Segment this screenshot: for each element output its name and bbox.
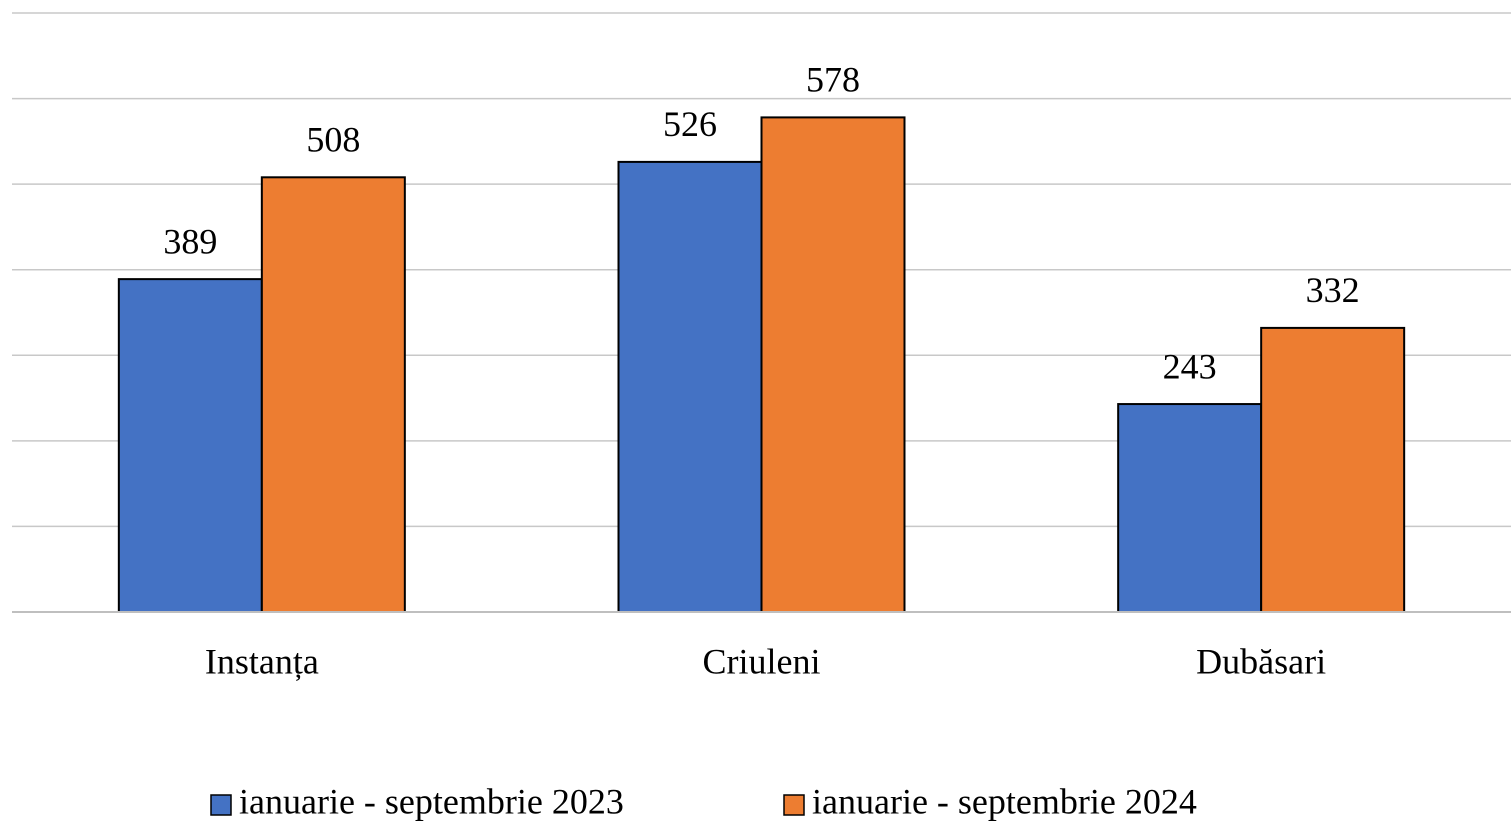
- bar: [117, 278, 263, 613]
- bar: [1117, 403, 1263, 613]
- legend-swatch: [783, 794, 805, 816]
- bar: [1260, 326, 1406, 613]
- legend-swatch: [210, 794, 232, 816]
- x-tick-label: Criuleni: [703, 641, 821, 681]
- bar: [617, 160, 763, 613]
- data-label: 526: [663, 104, 717, 144]
- legend-label: ianuarie - septembrie 2024: [812, 781, 1197, 821]
- data-label: 332: [1306, 270, 1360, 310]
- x-tick-label: Dubăsari: [1196, 641, 1326, 681]
- data-label: 243: [1163, 346, 1217, 386]
- data-label: 578: [806, 60, 860, 100]
- x-tick-label: Instanța: [205, 641, 319, 681]
- data-label: 508: [306, 120, 360, 160]
- legend-label: ianuarie - septembrie 2023: [239, 781, 624, 821]
- bar: [760, 116, 906, 613]
- bar: [260, 176, 406, 613]
- data-label: 389: [163, 221, 217, 261]
